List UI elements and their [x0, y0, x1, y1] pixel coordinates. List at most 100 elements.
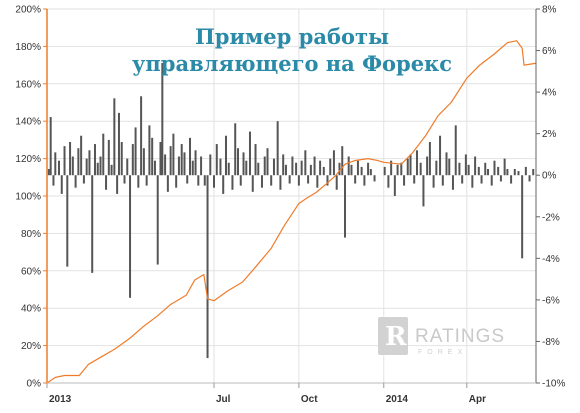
- return-bar: [194, 150, 197, 176]
- return-bar: [80, 135, 83, 176]
- right-tick-label: -4%: [542, 254, 560, 265]
- return-bar: [47, 168, 50, 176]
- right-tick-label: 2%: [542, 129, 557, 140]
- return-bar: [513, 168, 516, 176]
- right-tick-label: 6%: [542, 46, 557, 57]
- axes: 0% 20% 40% 60% 80% 100% 120% 140% 160% 180% 200% -1…: [15, 5, 565, 406]
- logo-letter: R: [385, 322, 407, 352]
- return-bar: [82, 175, 85, 184]
- return-bar: [288, 175, 291, 184]
- return-bar: [448, 158, 451, 176]
- x-tick-label: Apr: [469, 394, 486, 405]
- left-tick-label: 60%: [21, 266, 41, 277]
- return-bar: [521, 175, 524, 259]
- line-series: [46, 40, 537, 384]
- return-bar: [451, 175, 454, 190]
- left-tick-label: 160%: [15, 79, 41, 90]
- return-bar: [148, 125, 151, 176]
- return-bar: [236, 148, 239, 176]
- return-bar: [441, 175, 444, 186]
- return-bar: [66, 175, 69, 267]
- return-bar: [347, 156, 350, 176]
- left-tick-label: 140%: [15, 117, 41, 128]
- return-bar: [484, 162, 487, 176]
- return-bar: [266, 148, 269, 176]
- x-tick-label: Oct: [301, 394, 318, 405]
- right-tick-label: 8%: [542, 5, 557, 16]
- left-tick-label: 120%: [15, 154, 41, 165]
- return-bar: [57, 160, 60, 176]
- return-bar: [307, 175, 310, 184]
- return-bar: [413, 175, 416, 184]
- return-bar: [373, 175, 376, 182]
- return-bar: [406, 158, 409, 176]
- return-bar: [93, 144, 96, 176]
- return-bar: [126, 158, 129, 176]
- return-bar: [415, 150, 418, 176]
- return-bar: [113, 98, 116, 176]
- return-bar: [329, 158, 332, 176]
- return-bar: [461, 175, 464, 184]
- x-tick-label: 2013: [49, 394, 72, 405]
- return-bar: [510, 175, 513, 184]
- return-bar: [284, 164, 287, 176]
- return-bar: [400, 162, 403, 176]
- return-bar: [369, 168, 372, 176]
- return-bar: [477, 166, 480, 176]
- return-bar: [117, 112, 120, 176]
- return-bar: [166, 175, 169, 192]
- return-bar: [309, 164, 312, 176]
- right-tick-label: 0%: [542, 171, 557, 182]
- return-bar: [245, 160, 248, 176]
- equity-line: [46, 40, 537, 384]
- return-bar: [175, 175, 178, 188]
- return-bar: [134, 127, 137, 176]
- return-bar: [206, 175, 209, 359]
- return-bar: [222, 175, 225, 194]
- return-bar: [54, 152, 57, 176]
- return-bar: [291, 156, 294, 176]
- return-bar: [419, 162, 422, 176]
- return-bar: [99, 156, 102, 176]
- x-tick-label: Jul: [216, 394, 231, 405]
- return-bar: [464, 154, 467, 176]
- return-bar: [304, 150, 307, 176]
- return-bar: [474, 156, 477, 176]
- left-tick-label: 100%: [15, 192, 41, 203]
- return-bar: [338, 162, 341, 176]
- return-bar: [458, 162, 461, 176]
- return-bar: [140, 96, 143, 176]
- return-bar: [203, 175, 206, 186]
- return-bar: [197, 175, 200, 186]
- return-bar: [260, 175, 263, 188]
- watermark-subtext: FOREX: [418, 349, 467, 356]
- return-bar: [254, 144, 257, 176]
- right-tick-label: -8%: [542, 337, 560, 348]
- return-bar: [335, 175, 338, 190]
- return-bar: [316, 175, 319, 188]
- return-bar: [528, 175, 531, 182]
- return-bar: [445, 152, 448, 176]
- return-bar: [180, 144, 183, 176]
- return-bar: [251, 175, 254, 192]
- return-bar: [69, 141, 72, 176]
- return-bar: [129, 175, 132, 298]
- return-bar: [326, 175, 329, 186]
- return-bar: [263, 156, 266, 176]
- return-bar: [439, 135, 442, 176]
- return-bar: [137, 175, 140, 188]
- return-bar: [467, 164, 470, 176]
- return-bar: [242, 152, 245, 176]
- return-bar: [105, 175, 108, 190]
- return-bar: [77, 148, 80, 176]
- return-bar: [363, 175, 366, 186]
- return-bar: [490, 175, 493, 186]
- title-line-2: управляющего на Форекс: [132, 51, 452, 76]
- return-bar: [123, 175, 126, 184]
- return-bar: [422, 175, 425, 207]
- left-tick-label: 80%: [21, 229, 41, 240]
- return-bar: [454, 125, 457, 176]
- right-tick-label: -10%: [542, 379, 565, 390]
- return-bar: [332, 150, 335, 176]
- return-bar: [432, 175, 435, 188]
